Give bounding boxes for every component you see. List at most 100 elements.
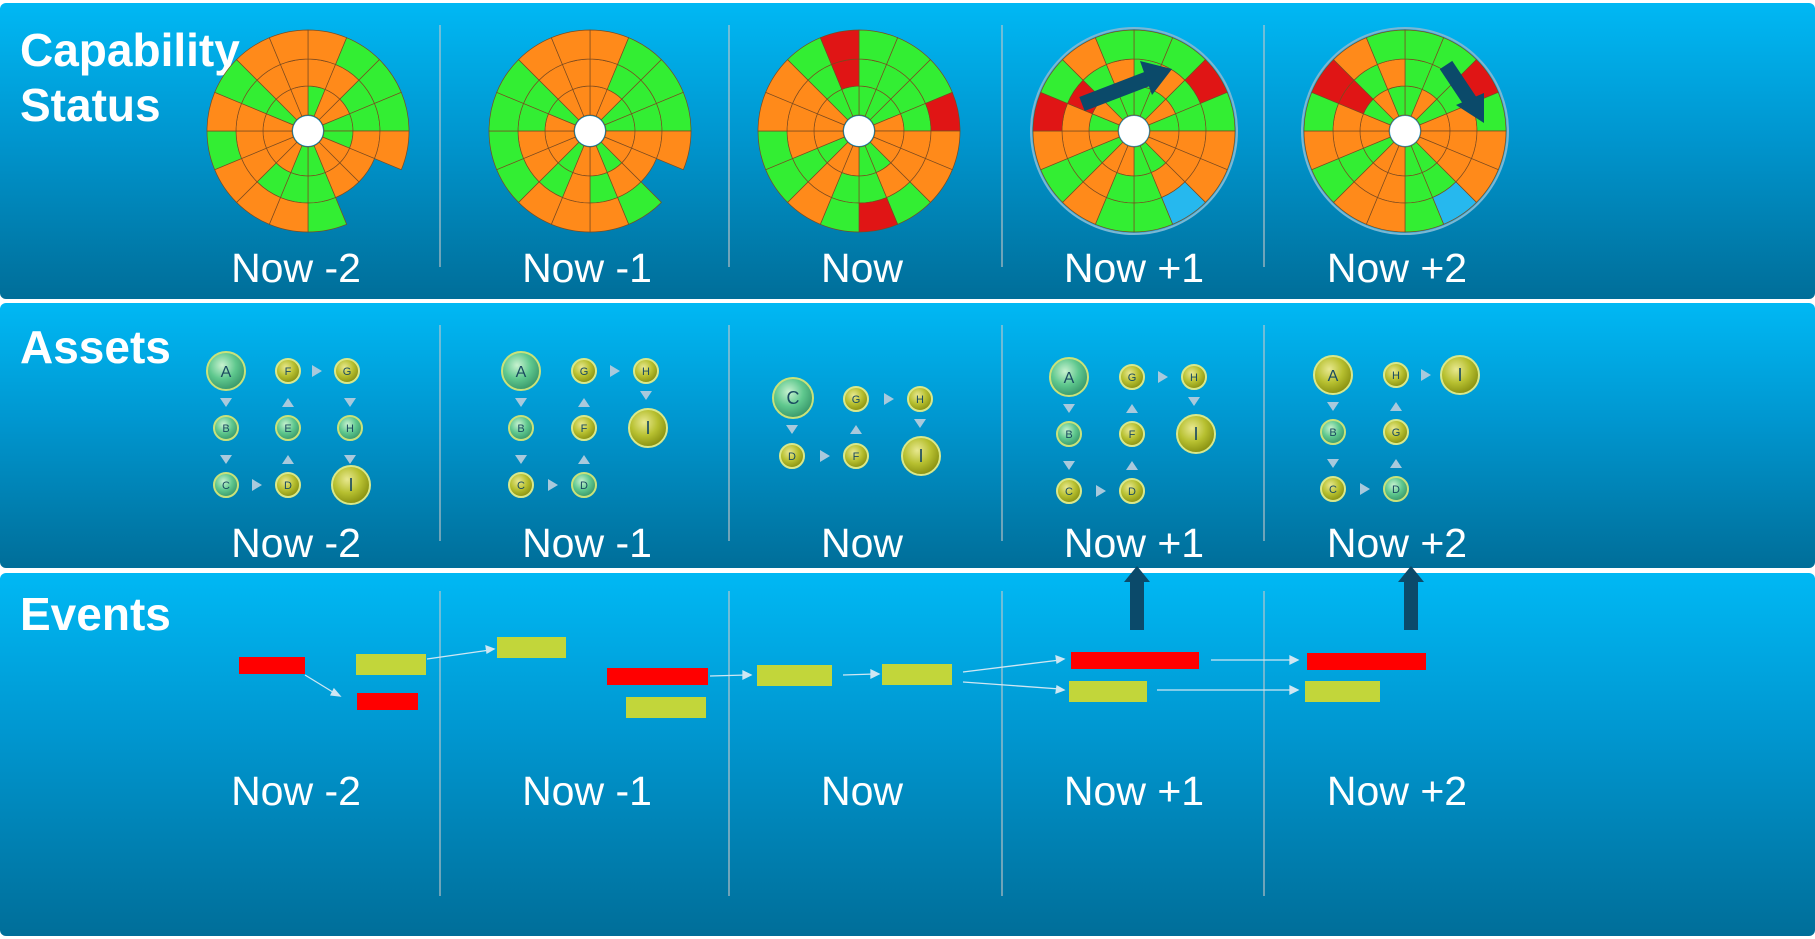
time-label: Now -1 — [522, 768, 652, 814]
divider — [728, 591, 730, 896]
divider — [439, 591, 441, 896]
asset-node-label: H — [1190, 372, 1198, 384]
divider — [1263, 25, 1265, 267]
asset-node-i: I — [1440, 355, 1480, 395]
events-title: Events — [20, 588, 171, 640]
sunburst-now-plus-2 — [1301, 27, 1509, 235]
asset-node-label: G — [580, 366, 589, 378]
event-bar-yellow — [626, 697, 706, 718]
asset-node-label: D — [284, 480, 292, 492]
asset-node-c: C — [508, 472, 534, 498]
event-bar-red — [1307, 653, 1426, 670]
asset-node-h: H — [1383, 362, 1409, 388]
asset-node-label: F — [581, 423, 588, 435]
divider — [1263, 591, 1265, 896]
asset-node-b: B — [1056, 421, 1082, 447]
event-bar-yellow — [1069, 681, 1147, 702]
asset-node-c: C — [1320, 476, 1346, 502]
sunburst-segment — [268, 29, 309, 65]
sunburst-segment — [307, 197, 348, 233]
asset-node-b: B — [1320, 419, 1346, 445]
asset-node-label: H — [1392, 370, 1400, 382]
sunburst-segment — [819, 29, 860, 65]
asset-node-label: I — [645, 418, 650, 438]
sunburst-segment — [656, 130, 692, 171]
asset-node-h: H — [337, 415, 363, 441]
time-label: Now — [820, 768, 904, 814]
asset-node-label: B — [222, 423, 229, 435]
time-label: Now -2 — [231, 768, 361, 814]
asset-node-label: F — [853, 451, 860, 463]
asset-node-label: G — [343, 366, 352, 378]
sunburst-segment — [1365, 29, 1406, 65]
trend-arrow-down-icon — [1439, 60, 1477, 106]
asset-node-i: I — [1176, 414, 1216, 454]
asset-node-c: C — [213, 472, 239, 498]
asset-node-label: D — [1128, 486, 1136, 498]
divider — [1001, 591, 1003, 896]
asset-node-a: A — [1313, 355, 1353, 395]
sunburst-segment — [1094, 29, 1135, 65]
capability-status-title-line1: Capability — [20, 24, 240, 76]
asset-node-d: D — [571, 472, 597, 498]
time-label: Now +2 — [1326, 245, 1468, 291]
asset-node-label: D — [788, 451, 796, 463]
flow-arrow-icon — [786, 393, 926, 462]
trend-arrow-up-icon — [1079, 71, 1150, 112]
sunburst-now-plus-1 — [1030, 27, 1238, 235]
time-label: Now — [820, 245, 904, 291]
divider — [1263, 325, 1265, 541]
asset-node-d: D — [1383, 476, 1409, 502]
asset-node-g: G — [571, 358, 597, 384]
sunburst-center — [1390, 116, 1420, 146]
event-timeline-layer — [239, 637, 1426, 718]
capability-status-title-line2: Status — [20, 79, 161, 131]
asset-group-now-minus-1: A B C D F G H I — [501, 351, 668, 498]
capability-status-title: Capability Status — [20, 23, 240, 133]
asset-node-h: H — [907, 386, 933, 412]
divider — [1001, 25, 1003, 267]
divider — [1001, 325, 1003, 541]
asset-group-now-plus-1: A B C D F G H I — [1049, 357, 1216, 504]
asset-node-label: H — [346, 423, 354, 435]
asset-node-i: I — [901, 436, 941, 476]
asset-node-label: E — [284, 423, 291, 435]
asset-node-label: F — [1129, 429, 1136, 441]
sunburst-now-minus-1 — [488, 29, 692, 233]
asset-node-label: G — [1128, 372, 1137, 384]
asset-node-label: C — [1065, 486, 1073, 498]
asset-node-f: F — [275, 358, 301, 384]
asset-node-h: H — [1181, 364, 1207, 390]
time-label: Now +1 — [1063, 520, 1205, 566]
divider — [439, 325, 441, 541]
assets-title: Assets — [20, 321, 171, 373]
asset-node-label: F — [285, 366, 292, 378]
asset-node-label: D — [1392, 484, 1400, 496]
asset-node-h: H — [633, 358, 659, 384]
event-bar-yellow — [757, 665, 832, 686]
capability-status-panel: Capability Status Now -2 Now -1 Now Now … — [0, 3, 1815, 299]
asset-node-f: F — [571, 415, 597, 441]
sunburst-center — [1119, 116, 1149, 146]
event-bar-red — [1071, 652, 1199, 669]
time-label: Now +1 — [1063, 245, 1205, 291]
asset-node-i: I — [331, 465, 371, 505]
asset-node-g: G — [1119, 364, 1145, 390]
asset-node-g: G — [1383, 419, 1409, 445]
asset-node-g: G — [334, 358, 360, 384]
sunburst-center — [844, 116, 874, 146]
asset-node-label: C — [517, 480, 525, 492]
asset-node-c: C — [1056, 478, 1082, 504]
asset-node-label: I — [348, 475, 353, 495]
time-label: Now +2 — [1326, 520, 1468, 566]
time-label: Now -1 — [522, 520, 652, 566]
asset-node-b: B — [213, 415, 239, 441]
asset-node-label: D — [580, 480, 588, 492]
asset-node-label: B — [1065, 429, 1072, 441]
asset-node-label: C — [787, 388, 800, 408]
sunburst-segment — [550, 29, 591, 65]
sunburst-now — [757, 29, 961, 233]
asset-node-f: F — [1119, 421, 1145, 447]
event-bar-red — [239, 657, 305, 674]
sunburst-center — [575, 116, 605, 146]
